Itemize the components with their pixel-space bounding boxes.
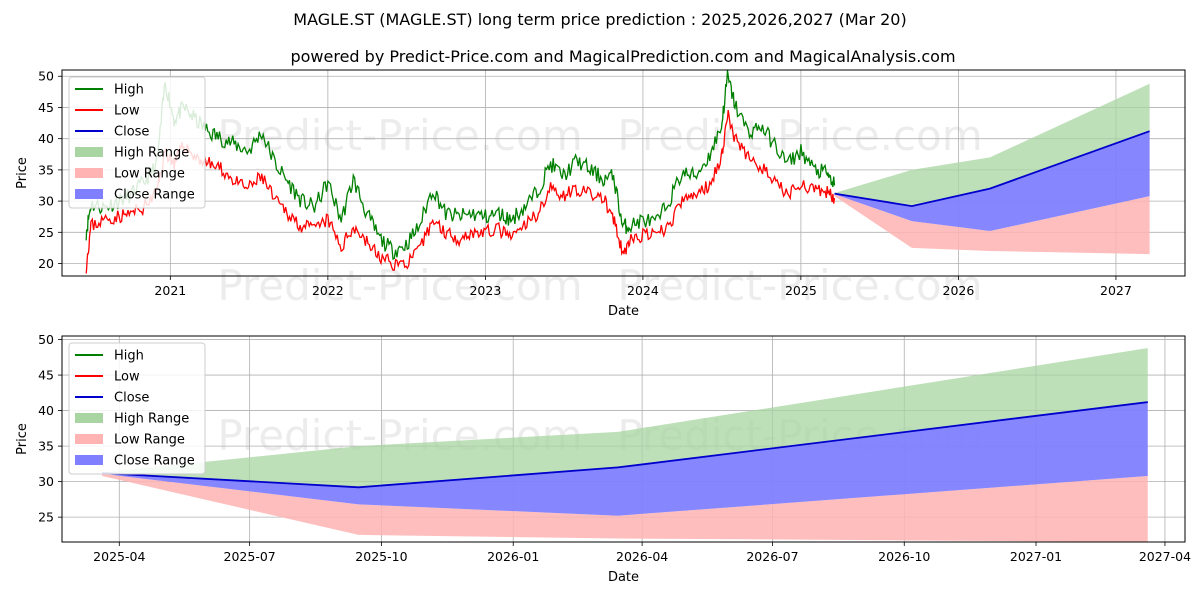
x-tick-label: 2026-10 — [878, 549, 930, 564]
legend-label: High Range — [114, 146, 189, 161]
legend-label: Close — [114, 125, 149, 140]
low-range-area — [102, 473, 1148, 542]
legend-label: Low Range — [114, 167, 185, 182]
plot-frame — [61, 335, 1186, 543]
y-tick-label: 45 — [38, 368, 54, 383]
y-tick-label: 35 — [38, 162, 54, 177]
chart-title: MAGLE.ST (MAGLE.ST) long term price pred… — [293, 10, 906, 29]
x-tick-label: 2025-04 — [93, 549, 145, 564]
y-tick-label: 25 — [38, 225, 54, 240]
y-tick-label: 25 — [38, 510, 54, 525]
legend: High Low Close High Range Low Range Close Ran… — [68, 76, 206, 209]
x-tick-label: 2026-01 — [487, 549, 539, 564]
y-tick-label: 45 — [38, 100, 54, 115]
legend-label: Close Range — [114, 188, 195, 203]
close-series-line — [834, 130, 1150, 208]
y-tick-label: 30 — [38, 194, 54, 209]
x-tick-label: 2021 — [154, 283, 186, 298]
legend-label: Low — [114, 370, 140, 385]
legend-swatch-patch — [75, 168, 103, 178]
x-tick-label: 2027 — [1100, 283, 1132, 298]
y-tick-label: 30 — [38, 474, 54, 489]
chart-subtitle: powered by Predict-Price.com and Magical… — [290, 47, 955, 66]
watermark-text: Predict-Price.com — [217, 111, 582, 160]
legend-label: High Range — [114, 412, 189, 427]
legend-swatch-patch — [75, 455, 103, 465]
high-range-area — [834, 83, 1150, 207]
watermark-text: Predict-Price.com — [617, 261, 982, 310]
legend-label: Low Range — [114, 433, 185, 448]
x-tick-label: 2025 — [785, 283, 817, 298]
legend-swatch-patch — [75, 147, 103, 157]
y-tick-label: 50 — [38, 332, 54, 347]
x-axis-label: Date — [608, 570, 639, 585]
legend-swatch-patch — [75, 434, 103, 444]
close-series-line — [102, 401, 1148, 489]
x-tick-label: 2023 — [469, 283, 501, 298]
bottom-panel: Predict-Price.comPredict-Price.com2025-0… — [15, 332, 1191, 585]
x-tick-label: 2026 — [943, 283, 975, 298]
x-tick-label: 2025-07 — [224, 549, 276, 564]
legend: High Low Close High Range Low Range Close Ran… — [68, 342, 206, 475]
plot-area — [85, 70, 1150, 274]
y-tick-label: 40 — [38, 131, 54, 146]
low-range-area — [834, 194, 1150, 255]
legend-label: Close — [114, 391, 149, 406]
x-tick-label: 2024 — [627, 283, 659, 298]
x-tick-label: 2027-04 — [1139, 549, 1191, 564]
y-tick-label: 20 — [38, 256, 54, 271]
y-tick-label: 35 — [38, 439, 54, 454]
y-axis-label: Price — [15, 423, 30, 455]
legend-swatch-patch — [75, 413, 103, 423]
x-axis-label: Date — [608, 304, 639, 319]
y-tick-label: 50 — [38, 69, 54, 84]
plot-area — [102, 348, 1148, 542]
legend-label: Close Range — [114, 454, 195, 469]
x-tick-label: 2027-01 — [1010, 549, 1062, 564]
x-tick-label: 2026-07 — [746, 549, 798, 564]
plot-frame — [61, 69, 1186, 277]
legend-label: High — [114, 83, 144, 98]
x-tick-label: 2026-04 — [616, 549, 668, 564]
watermark-text: Predict-Price.com — [217, 261, 582, 310]
legend-label: Low — [114, 104, 140, 119]
legend-label: High — [114, 349, 144, 364]
x-tick-label: 2025-10 — [355, 549, 407, 564]
top-panel: Predict-Price.com Predict-Price.com Predic… — [15, 69, 1186, 319]
legend-swatch-patch — [75, 189, 103, 199]
x-tick-label: 2022 — [312, 283, 344, 298]
y-tick-label: 40 — [38, 403, 54, 418]
high-range-area — [102, 348, 1148, 488]
y-axis-label: Price — [15, 157, 30, 189]
